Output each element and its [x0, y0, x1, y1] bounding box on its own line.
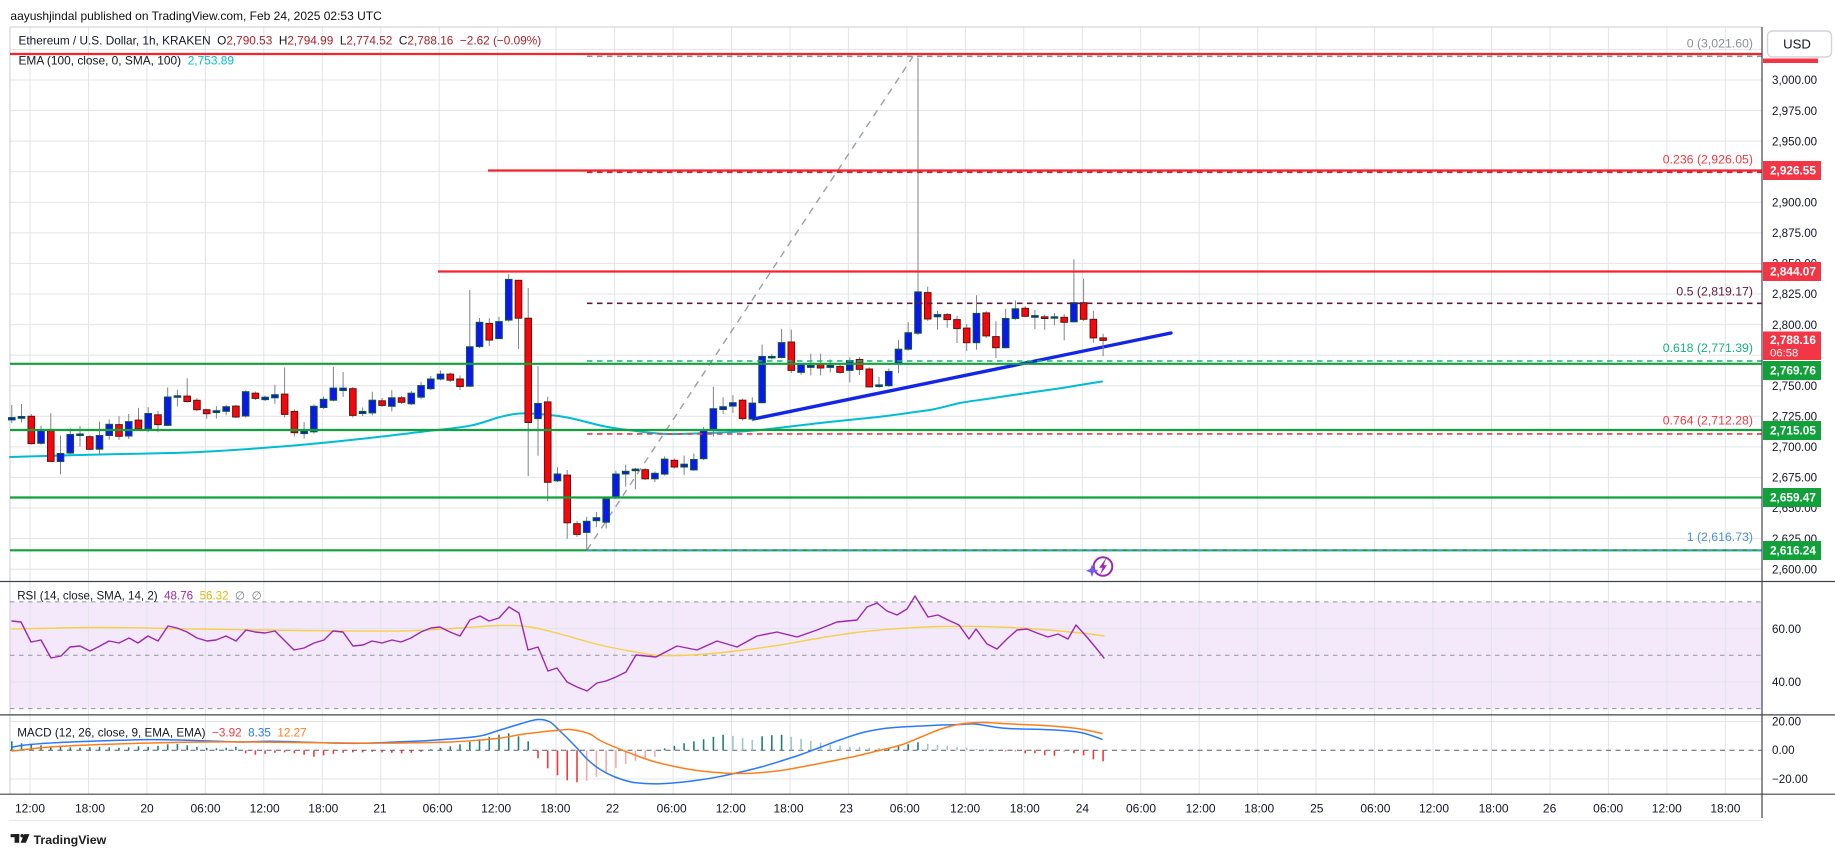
svg-text:21: 21: [373, 801, 387, 815]
svg-text:06:58: 06:58: [1770, 348, 1798, 360]
svg-text:12:00: 12:00: [15, 801, 45, 815]
svg-text:18:00: 18:00: [75, 801, 105, 815]
svg-text:18:00: 18:00: [773, 801, 803, 815]
svg-text:18:00: 18:00: [540, 801, 570, 815]
svg-text:12:00: 12:00: [716, 801, 746, 815]
svg-text:12:00: 12:00: [1186, 801, 1216, 815]
svg-text:2,900.00: 2,900.00: [1772, 197, 1817, 210]
svg-text:0.764 (2,712.28): 0.764 (2,712.28): [1663, 413, 1753, 427]
svg-text:06:00: 06:00: [1593, 801, 1623, 815]
svg-text:2,725.00: 2,725.00: [1772, 411, 1817, 424]
svg-text:Ethereum / U.S. Dollar, 1h, KR: Ethereum / U.S. Dollar, 1h, KRAKEN O2,79…: [19, 33, 542, 47]
svg-text:06:00: 06:00: [190, 801, 220, 815]
svg-text:3,000.00: 3,000.00: [1772, 74, 1817, 87]
svg-text:RSI (14, close, SMA, 14, 2) 4: RSI (14, close, SMA, 14, 2) 48.76 56.32 …: [17, 590, 262, 603]
svg-text:0.618 (2,771.39): 0.618 (2,771.39): [1663, 341, 1753, 355]
svg-text:2,715.05: 2,715.05: [1770, 424, 1816, 438]
svg-text:0.00: 0.00: [1772, 744, 1795, 757]
svg-text:2,675.00: 2,675.00: [1772, 472, 1817, 485]
svg-text:TradingView: TradingView: [34, 833, 107, 847]
svg-text:18:00: 18:00: [1010, 801, 1040, 815]
svg-text:−20.00: −20.00: [1772, 773, 1808, 786]
svg-text:EMA (100, close, 0, SMA, 100): EMA (100, close, 0, SMA, 100) 2,753.89: [19, 53, 235, 67]
svg-text:2,975.00: 2,975.00: [1772, 105, 1817, 118]
svg-text:18:00: 18:00: [1479, 801, 1509, 815]
svg-text:06:00: 06:00: [657, 801, 687, 815]
svg-text:2,616.24: 2,616.24: [1770, 544, 1816, 558]
svg-text:2,659.47: 2,659.47: [1770, 491, 1816, 505]
svg-text:USD: USD: [1783, 37, 1811, 52]
svg-text:12:00: 12:00: [1419, 801, 1449, 815]
svg-text:MACD (12, 26, close, 9, EMA, E: MACD (12, 26, close, 9, EMA, EMA) −3.92 …: [17, 726, 306, 739]
svg-text:06:00: 06:00: [423, 801, 453, 815]
svg-text:12:00: 12:00: [950, 801, 980, 815]
svg-text:60.00: 60.00: [1772, 623, 1801, 636]
svg-text:23: 23: [840, 801, 854, 815]
svg-text:2,700.00: 2,700.00: [1772, 441, 1817, 454]
svg-text:0.236 (2,926.05): 0.236 (2,926.05): [1663, 153, 1753, 167]
svg-text:0.5 (2,819.17): 0.5 (2,819.17): [1676, 285, 1753, 299]
svg-text:2,825.00: 2,825.00: [1772, 288, 1817, 301]
svg-text:2,875.00: 2,875.00: [1772, 227, 1817, 240]
svg-text:18:00: 18:00: [308, 801, 338, 815]
svg-text:2,800.00: 2,800.00: [1772, 319, 1817, 332]
svg-text:12:00: 12:00: [481, 801, 511, 815]
svg-text:25: 25: [1310, 801, 1324, 815]
svg-text:40.00: 40.00: [1772, 676, 1801, 689]
svg-text:06:00: 06:00: [1360, 801, 1390, 815]
svg-text:18:00: 18:00: [1244, 801, 1274, 815]
svg-text:2,844.07: 2,844.07: [1770, 265, 1816, 279]
svg-text:06:00: 06:00: [1126, 801, 1156, 815]
svg-text:22: 22: [606, 801, 620, 815]
svg-text:20.00: 20.00: [1772, 716, 1801, 729]
svg-text:24: 24: [1076, 801, 1090, 815]
svg-text:2,788.16: 2,788.16: [1770, 333, 1816, 347]
svg-text:1 (2,616.73): 1 (2,616.73): [1687, 530, 1753, 544]
svg-text:20: 20: [140, 801, 154, 815]
svg-text:26: 26: [1543, 801, 1557, 815]
svg-text:0 (3,021.60): 0 (3,021.60): [1687, 37, 1753, 51]
svg-text:12:00: 12:00: [250, 801, 280, 815]
svg-text:2,950.00: 2,950.00: [1772, 135, 1817, 148]
svg-text:06:00: 06:00: [890, 801, 920, 815]
svg-text:aayushjindal published on Trad: aayushjindal published on TradingView.co…: [10, 9, 382, 23]
svg-text:12:00: 12:00: [1652, 801, 1682, 815]
svg-text:2,600.00: 2,600.00: [1772, 563, 1817, 576]
svg-text:2,926.55: 2,926.55: [1770, 164, 1816, 178]
svg-text:2,769.76: 2,769.76: [1770, 364, 1816, 378]
svg-text:2,750.00: 2,750.00: [1772, 380, 1817, 393]
svg-text:18:00: 18:00: [1710, 801, 1740, 815]
